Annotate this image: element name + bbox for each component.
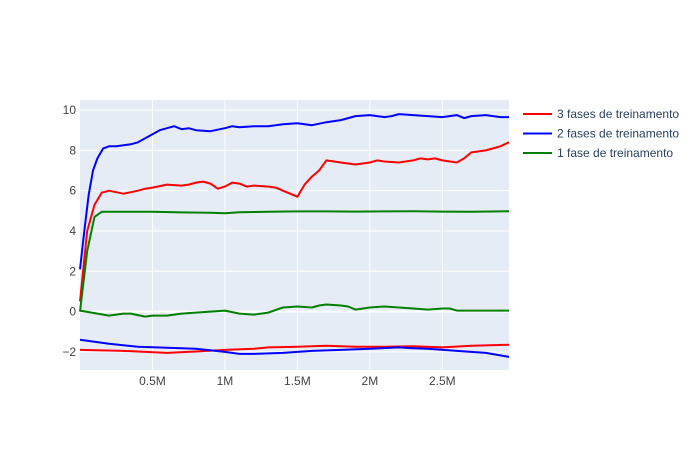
series-lines <box>79 113 510 358</box>
y-tick-label: 10 <box>63 103 77 117</box>
y-tick-label: 2 <box>69 264 76 278</box>
y-tick-label: 0 <box>69 305 76 319</box>
series-line-5 <box>79 343 510 354</box>
x-tick-label: 0.5M <box>139 374 166 388</box>
x-tick-label: 1M <box>217 374 234 388</box>
series-line-2 <box>79 113 509 270</box>
x-tick-label: 2.5M <box>429 374 456 388</box>
series-line-4 <box>79 303 509 318</box>
y-tick-label: 6 <box>69 184 76 198</box>
series-line-1 <box>79 141 510 302</box>
y-tick-label: 8 <box>69 143 76 157</box>
x-tick-labels: 0.5M 1M 1.5M 2M 2.5M <box>139 374 456 388</box>
series-line-3 <box>79 210 510 312</box>
x-tick-label: 1.5M <box>284 374 311 388</box>
series-line-6 <box>79 338 510 358</box>
legend-label: 1 fase de treinamento <box>557 146 673 160</box>
plot-area <box>80 100 509 370</box>
y-tick-label: −2 <box>62 345 76 359</box>
legend: 3 fases de treinamento 2 fases de treinam… <box>523 107 679 160</box>
legend-label: 3 fases de treinamento <box>557 107 679 121</box>
y-tick-labels: −2 0 2 4 6 8 10 <box>62 103 76 359</box>
x-gridlines <box>151 100 443 370</box>
legend-label: 2 fases de treinamento <box>557 127 679 141</box>
y-tick-label: 4 <box>69 224 76 238</box>
x-tick-label: 2M <box>362 374 379 388</box>
